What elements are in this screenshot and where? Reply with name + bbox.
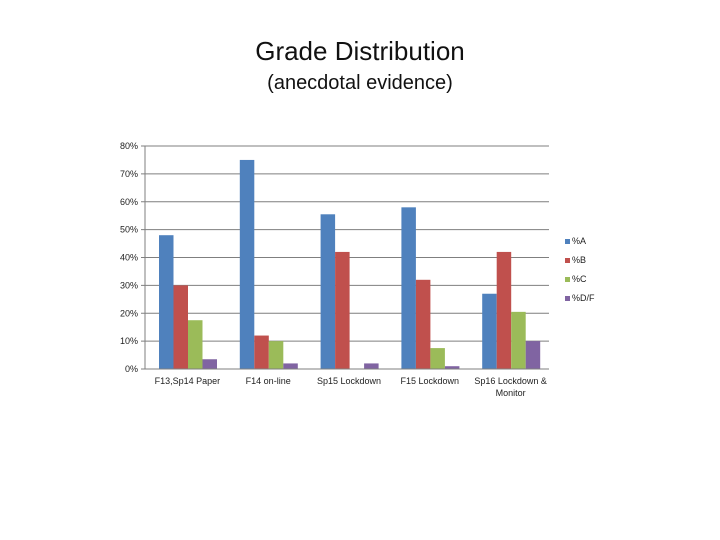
bar-df xyxy=(364,363,379,369)
bar-c xyxy=(188,320,203,369)
bar-b xyxy=(415,279,431,369)
bar-a xyxy=(320,214,336,369)
bar-c xyxy=(430,348,445,369)
slide-title: Grade Distribution xyxy=(255,36,465,66)
y-axis: 0% 10% 20% 30% 40% 50% 60% 70% 80% xyxy=(120,141,146,374)
bar-a xyxy=(239,159,255,369)
bar-a xyxy=(482,293,497,369)
bar-b xyxy=(254,335,269,369)
x-category-label: Sp15 Lockdown xyxy=(317,376,381,386)
bar-b xyxy=(335,251,350,369)
y-tick-label: 40% xyxy=(120,253,138,263)
bar-a xyxy=(401,207,416,369)
legend-label: %D/F xyxy=(572,293,595,303)
legend-label: %C xyxy=(572,274,587,284)
legend-swatch xyxy=(565,277,570,282)
x-category-label: Monitor xyxy=(496,388,526,398)
bar-b xyxy=(496,251,512,369)
legend-swatch xyxy=(565,296,570,301)
bar-a xyxy=(159,235,174,369)
bar-df xyxy=(283,363,298,369)
x-category-label: F14 on-line xyxy=(246,376,291,386)
y-tick-label: 10% xyxy=(120,336,138,346)
y-tick-label: 50% xyxy=(120,225,138,235)
slide-subtitle: (anecdotal evidence) xyxy=(267,72,453,94)
bar-b xyxy=(173,285,188,369)
legend-label: %B xyxy=(572,255,586,265)
x-category-label: F13,Sp14 Paper xyxy=(155,376,221,386)
x-category-label: Sp16 Lockdown & xyxy=(474,376,547,386)
bars xyxy=(159,159,541,369)
legend: %A %B %C %D/F xyxy=(565,236,595,303)
y-tick-label: 60% xyxy=(120,197,138,207)
y-tick-label: 0% xyxy=(125,364,138,374)
x-category-label: F15 Lockdown xyxy=(401,376,460,386)
legend-swatch xyxy=(565,239,570,244)
x-axis: F13,Sp14 Paper F14 on-line Sp15 Lockdown F1… xyxy=(145,368,549,398)
bar-df xyxy=(444,366,460,369)
bar-df xyxy=(202,359,217,369)
y-tick-label: 80% xyxy=(120,141,138,151)
y-tick-label: 30% xyxy=(120,280,138,290)
legend-swatch xyxy=(565,258,570,263)
legend-label: %A xyxy=(572,236,586,246)
bar-df xyxy=(525,341,541,369)
y-tick-label: 70% xyxy=(120,169,138,179)
bar-c xyxy=(511,311,526,369)
bar-c xyxy=(268,341,284,369)
y-tick-label: 20% xyxy=(120,308,138,318)
